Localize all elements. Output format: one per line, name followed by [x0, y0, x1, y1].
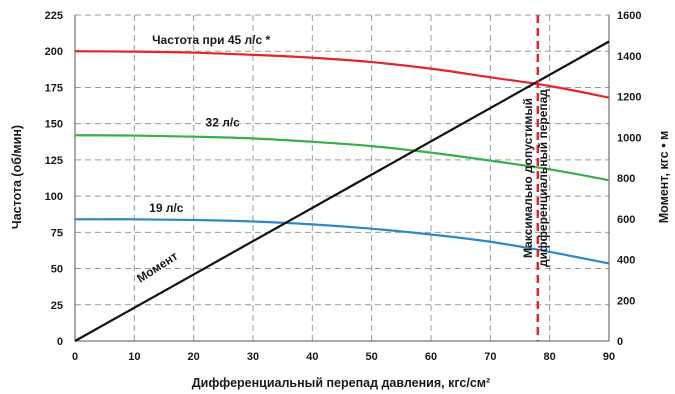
- y-tick-label-right: 1400: [617, 51, 641, 63]
- x-tick-label: 80: [544, 351, 556, 363]
- x-axis-title: Дифференциальный перепад давления, кгс/с…: [192, 376, 490, 390]
- y-tick-label-right: 1000: [617, 132, 641, 144]
- y-tick-label-left: 75: [51, 227, 63, 239]
- series-line: [74, 50, 610, 99]
- y-tick-label-left: 100: [45, 191, 63, 203]
- x-tick-label: 30: [247, 351, 259, 363]
- y-tick-label-left: 0: [57, 336, 63, 348]
- x-tick-label: 0: [72, 351, 78, 363]
- y-tick-label-right: 400: [617, 255, 635, 267]
- y-axis-title-left: Частота (об/мин): [10, 125, 24, 229]
- series-annotation: Момент: [134, 249, 180, 286]
- y-tick-label-right: 800: [617, 173, 635, 185]
- y-tick-label-left: 225: [45, 10, 63, 22]
- labels: Частота при 45 л/с * 32 л/с 19 л/с Момент: [134, 33, 270, 286]
- x-tick-label: 20: [188, 351, 200, 363]
- x-tick-label: 70: [484, 351, 496, 363]
- y-tick-label-right: 1600: [617, 10, 641, 22]
- x-tick-label: 40: [306, 351, 318, 363]
- y-tick-label-left: 175: [45, 82, 63, 94]
- y-tick-label-right: 600: [617, 214, 635, 226]
- y-axis-title-right: Момент, кгс • м: [657, 131, 671, 224]
- series-line: [74, 218, 610, 265]
- x-tick-label: 60: [425, 351, 437, 363]
- series-annotation: 19 л/с: [149, 201, 184, 215]
- y-tick-label-left: 125: [45, 155, 63, 167]
- series-lines: [74, 40, 610, 342]
- y-tick-label-left: 50: [51, 264, 63, 276]
- limit-line-group: Максимально допустимый дифференциальный п…: [521, 15, 550, 341]
- limit-label-line1: Максимально допустимый: [521, 98, 535, 258]
- series-annotation: Частота при 45 л/с *: [152, 33, 270, 47]
- series-line: [74, 40, 610, 342]
- limit-label-line2: дифференциальный перепад: [536, 89, 550, 267]
- y-tick-label-right: 1200: [617, 92, 641, 104]
- x-tick-label: 10: [128, 351, 140, 363]
- x-tick-label: 90: [603, 351, 615, 363]
- y-tick-label-left: 150: [45, 119, 63, 131]
- y-tick-label-left: 25: [51, 300, 63, 312]
- y-tick-label-right: 200: [617, 295, 635, 307]
- y-tick-label-right: 0: [617, 336, 623, 348]
- axes: 0 10 20 30 40 50 60 70 80 90025507510012515017520…: [45, 10, 642, 363]
- x-tick-label: 50: [366, 351, 378, 363]
- series-line: [74, 134, 610, 182]
- series-annotation: 32 л/с: [206, 116, 241, 130]
- y-tick-label-left: 200: [45, 46, 63, 58]
